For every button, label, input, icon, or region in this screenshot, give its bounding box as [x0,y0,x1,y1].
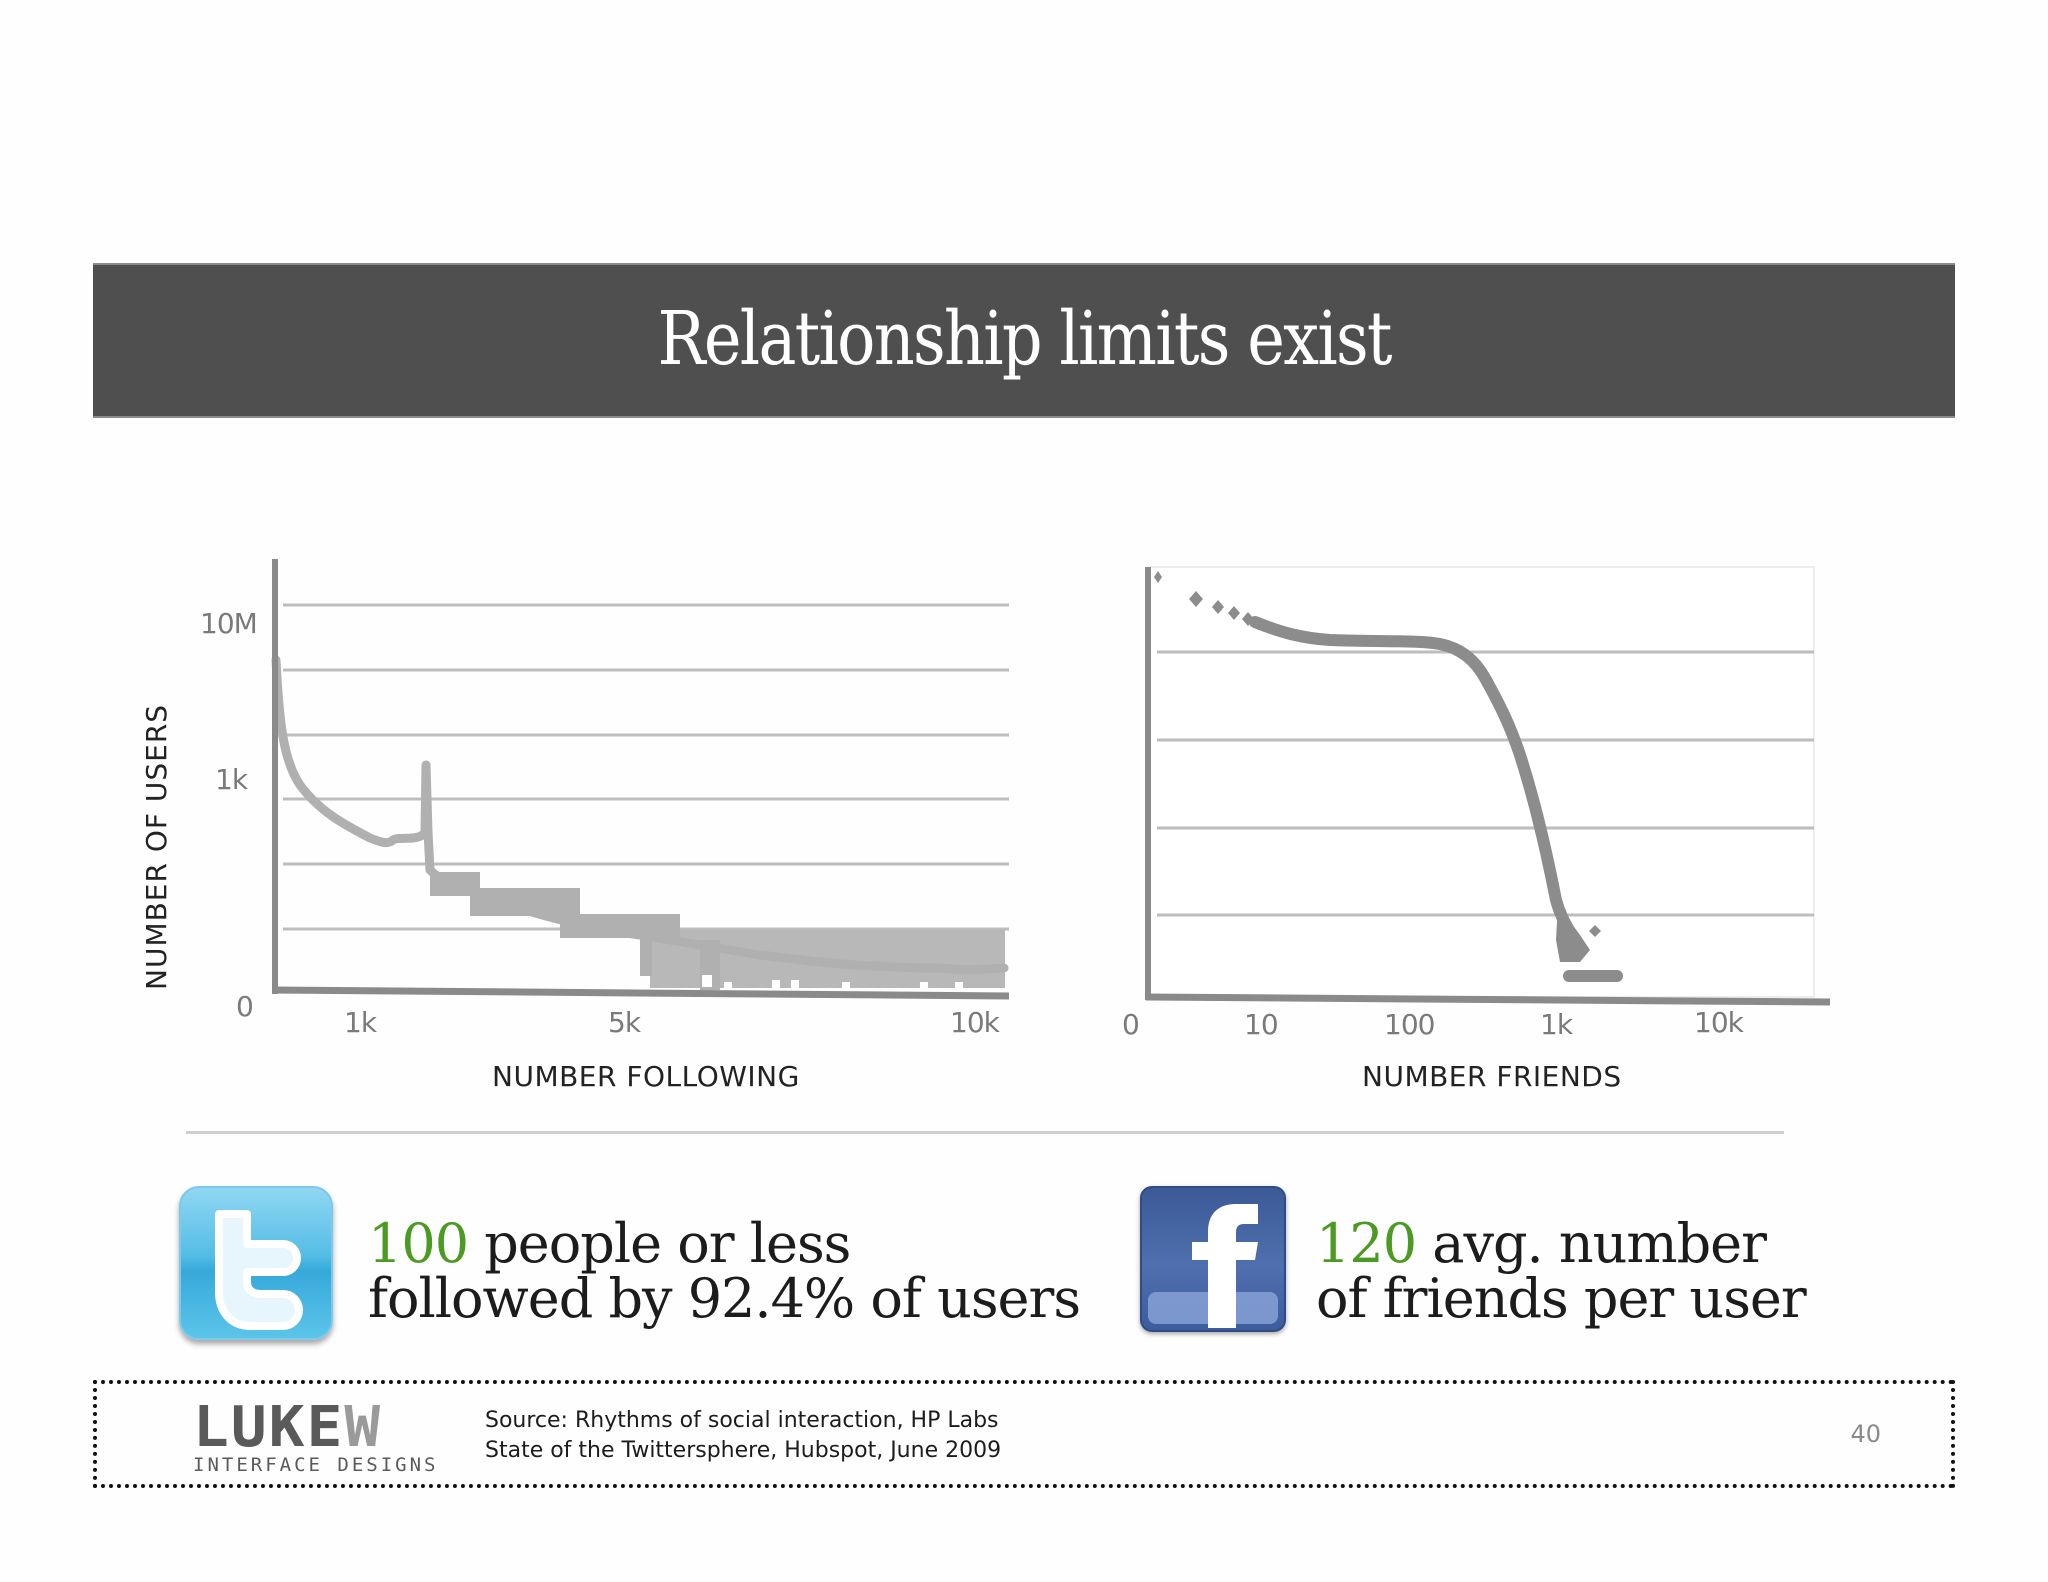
lukew-logo-tagline: INTERFACE DESIGNS [193,1454,439,1476]
twitter-following-chart: NUMBER OF USERS 10M 1k 0 [0,0,1100,1120]
facebook-friends-chart: 0 10 100 1k 10k NUMBER FRIENDS [1122,566,1831,1093]
page-number: 40 [1850,1420,1881,1448]
twitter-stat-number: 100 [368,1212,469,1275]
y-tick-0: 0 [236,990,254,1023]
x-tick-100: 100 [1384,1008,1435,1041]
title-banner: Relationship limits exist [93,263,1955,418]
x-tick-1k: 1k [344,1006,377,1039]
y-tick-1k: 1k [215,763,248,796]
x-axis-title: NUMBER FOLLOWING [492,1060,800,1093]
facebook-plot [1145,566,1831,1006]
x-tick-0: 0 [1122,1008,1140,1041]
x-tick-5k: 5k [608,1006,641,1039]
x-tick-10k: 10k [1694,1006,1744,1039]
slide-footer: LUKEW INTERFACE DESIGNS Source: Rhythms … [93,1380,1955,1488]
x-tick-10k: 10k [950,1006,1000,1039]
twitter-logo-icon [179,1186,333,1340]
x-tick-10: 10 [1244,1008,1279,1041]
source-line-2: State of the Twittersphere, Hubspot, Jun… [485,1438,1002,1463]
y-tick-10m: 10M [200,607,258,640]
section-divider [186,1131,1784,1134]
lukew-logo: LUKEW [193,1395,383,1460]
facebook-logo-icon [1140,1186,1286,1332]
twitter-stat-line1: 100 people or less [368,1212,851,1275]
facebook-stat-line2: of friends per user [1316,1267,1807,1330]
x-tick-1k: 1k [1540,1008,1573,1041]
source-line-1: Source: Rhythms of social interaction, H… [485,1408,999,1433]
twitter-stat-line2: followed by 92.4% of users [368,1267,1081,1330]
twitter-plot [271,559,1010,1000]
facebook-stat-line1: 120 avg. number [1316,1212,1767,1275]
twitter-stat: 100 people or less followed by 92.4% of … [368,1212,1081,1330]
x-axis-title: NUMBER FRIENDS [1362,1060,1622,1093]
source-citation: Source: Rhythms of social interaction, H… [485,1406,1001,1466]
facebook-stat-number: 120 [1316,1212,1417,1275]
slide-title: Relationship limits exist [657,295,1392,382]
facebook-stat: 120 avg. number of friends per user [1316,1212,1807,1330]
